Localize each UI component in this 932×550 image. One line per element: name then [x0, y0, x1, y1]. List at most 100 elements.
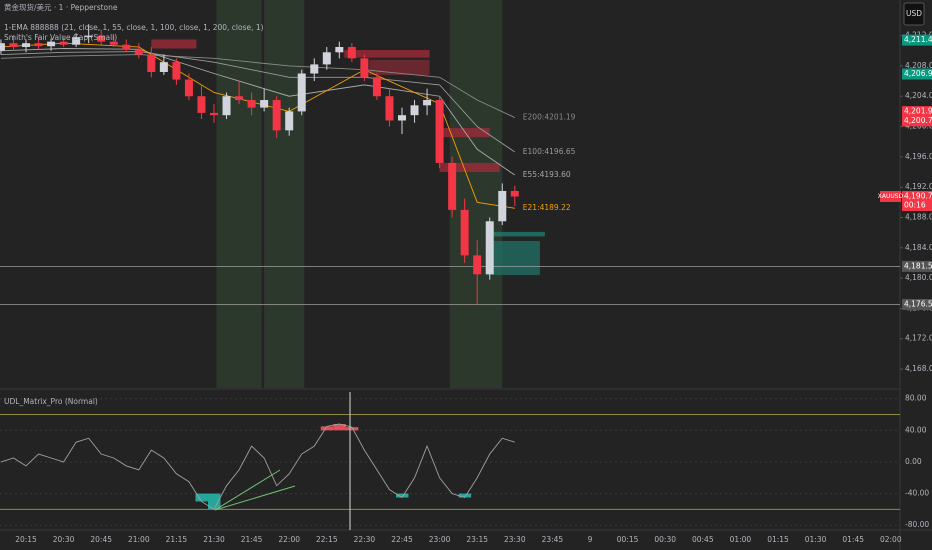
- candle-body: [260, 100, 269, 108]
- session-band: [264, 0, 305, 388]
- y-tick-label: 4,196.00: [905, 152, 932, 161]
- currency-button[interactable]: [903, 2, 925, 26]
- fvg-zone: [344, 50, 430, 58]
- chart-title: 黄金现货/美元 · 1 · Pepperstone: [4, 2, 118, 12]
- x-tick-label: 20:15: [15, 535, 37, 544]
- x-tick-label: 20:45: [90, 535, 112, 544]
- x-tick-label: 01:00: [730, 535, 752, 544]
- x-tick-label: 23:30: [504, 535, 526, 544]
- indicator-label: Smith's Fair Value Gap (Small): [4, 33, 117, 42]
- candle-body: [72, 37, 81, 45]
- candle-body: [372, 77, 381, 97]
- x-tick-label: 20:30: [53, 535, 75, 544]
- price-badge: [902, 115, 932, 127]
- candle-body: [59, 41, 68, 45]
- candle-body: [448, 162, 457, 210]
- candle-body: [134, 49, 143, 55]
- candle-body: [310, 64, 319, 74]
- y-tick-label: 4,172.00: [905, 334, 932, 343]
- price-badge-label: 4,190.77: [904, 192, 932, 201]
- x-tick-label: 23:45: [542, 535, 564, 544]
- price-badge: [902, 34, 932, 46]
- candle-body: [97, 35, 106, 42]
- candle-body: [47, 41, 56, 47]
- y-tick-label: 4,180.00: [905, 273, 932, 282]
- candle-body: [22, 43, 30, 47]
- ema-line: [0, 48, 516, 176]
- x-tick-label: 02:00: [880, 535, 902, 544]
- candle-body: [34, 43, 43, 47]
- price-badge-label: 4,211.41: [904, 35, 932, 44]
- candle-body: [184, 79, 193, 97]
- price-badge-label: 4,200.75: [904, 116, 932, 125]
- x-tick-label: 01:45: [842, 535, 864, 544]
- candle-body: [272, 100, 281, 131]
- osc-fill: [396, 493, 409, 498]
- y-tick-label: 4,184.00: [905, 243, 932, 252]
- price-badge: [902, 260, 932, 272]
- ema-line: [0, 54, 515, 118]
- candle-body: [385, 96, 394, 121]
- x-tick-label: 23:00: [429, 535, 451, 544]
- y-tick-label: 4,208.00: [905, 61, 932, 70]
- candle-body: [498, 190, 507, 222]
- candle-body: [335, 46, 344, 53]
- candle-body: [247, 100, 256, 108]
- price-badge-label: 4,181.55: [904, 261, 932, 270]
- x-tick-label: 22:00: [278, 535, 300, 544]
- trend-line: [214, 469, 281, 511]
- ema-label: E21:4189.22: [523, 203, 571, 212]
- candle-body: [197, 96, 206, 113]
- x-tick-label: 21:00: [128, 535, 150, 544]
- candle-body: [360, 58, 369, 78]
- fvg-zone: [369, 59, 430, 76]
- osc-tick-label: -40.00: [905, 489, 929, 498]
- osc-tick-label: 40.00: [905, 425, 927, 434]
- candle-body: [159, 62, 168, 72]
- x-tick-label: 01:15: [767, 535, 789, 544]
- price-badge: [902, 191, 932, 212]
- candle-body: [485, 221, 494, 275]
- y-tick-label: 4,192.00: [905, 182, 932, 191]
- candle-body: [147, 54, 156, 72]
- price-badge: [902, 106, 932, 118]
- fvg-zone: [487, 240, 540, 276]
- fvg-zone: [437, 128, 490, 138]
- x-tick-label: 21:45: [241, 535, 263, 544]
- y-tick-label: 4,204.00: [905, 91, 932, 100]
- price-badge: [902, 298, 932, 310]
- ema-label: E200:4201.19: [523, 113, 576, 122]
- indicator-label: 1-EMA 888888 (21, close, 1, 55, close, 1…: [4, 23, 264, 32]
- osc-fill: [333, 423, 346, 431]
- ema-label: E100:4196.65: [523, 147, 576, 156]
- x-tick-label: 21:15: [166, 535, 188, 544]
- x-tick-label: 22:15: [316, 535, 338, 544]
- fvg-zone: [489, 231, 545, 237]
- candle-body: [222, 96, 231, 116]
- candle-body: [297, 73, 306, 112]
- symbol-label: XAUUSD: [878, 193, 904, 200]
- symbol-badge: [880, 191, 901, 203]
- candle-body: [109, 41, 118, 45]
- candle-body: [122, 44, 131, 50]
- candle-body: [0, 43, 5, 51]
- y-tick-label: 4,188.00: [905, 212, 932, 221]
- x-tick-label: 01:30: [805, 535, 827, 544]
- x-tick-label: 00:15: [617, 535, 639, 544]
- session-band: [216, 0, 262, 388]
- ema-line: [0, 51, 516, 153]
- candle-body: [285, 111, 294, 131]
- osc-fill: [195, 493, 208, 502]
- candle-body: [398, 115, 406, 121]
- candle-body: [347, 46, 356, 59]
- candle-body: [410, 105, 419, 116]
- price-badge-label: 4,176.52: [904, 299, 932, 308]
- osc-tick-label: -80.00: [905, 520, 929, 529]
- osc-fill: [345, 427, 359, 431]
- osc-fill: [458, 493, 472, 498]
- x-tick-label: 9: [588, 535, 593, 544]
- fvg-zone: [151, 39, 197, 49]
